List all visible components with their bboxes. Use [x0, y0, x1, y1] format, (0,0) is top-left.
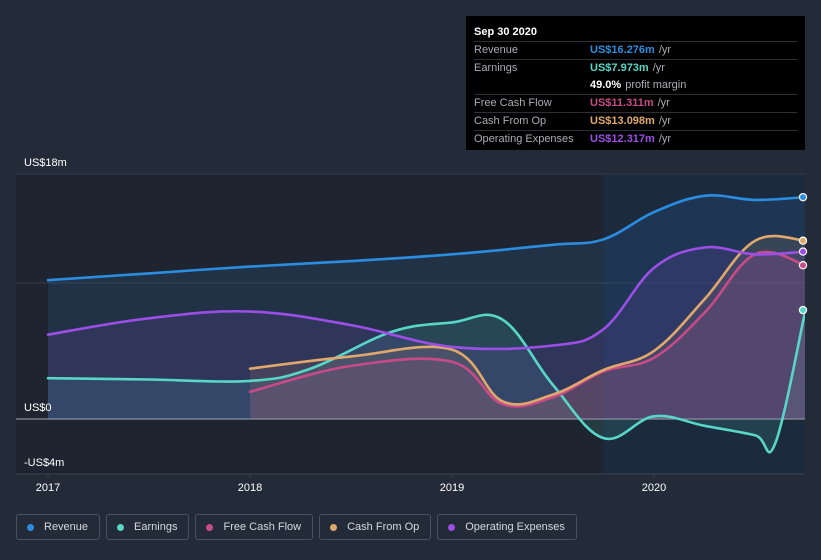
revenue-endpoint[interactable] [798, 192, 808, 202]
legend: Revenue Earnings Free Cash Flow Cash Fro… [16, 514, 577, 542]
tooltip-label [474, 77, 590, 94]
tooltip-unit: /yr [657, 97, 670, 109]
tooltip-row-earnings: Earnings US$7.973m /yr [474, 59, 797, 77]
earnings-dot-icon [117, 523, 125, 531]
legend-item-cash-from-op[interactable]: Cash From Op [319, 514, 432, 540]
free-cash-flow-area [250, 252, 805, 419]
revenue-area [48, 195, 805, 419]
tooltip-value: US$16.276m [590, 44, 655, 56]
tooltip-label: Operating Expenses [474, 133, 574, 145]
x-tick-label: 2018 [238, 482, 262, 494]
free-cash-flow-line [248, 250, 805, 408]
legend-item-revenue[interactable]: Revenue [16, 514, 101, 540]
cash-from-op-line [248, 234, 805, 406]
legend-label: Free Cash Flow [223, 521, 302, 533]
tooltip-unit: /yr [658, 44, 672, 56]
y-tick-label: -US$4m [24, 457, 64, 469]
x-tick-label: 2017 [36, 482, 60, 494]
y-tick-label: US$18m [24, 157, 67, 169]
operating-expenses-dot-icon [448, 523, 456, 531]
tooltip-label: Cash From Op [474, 115, 547, 127]
series-lines [46, 194, 805, 454]
tooltip-label: Earnings [474, 62, 518, 74]
tooltip-row-cash-from-op: Cash From Op US$13.098m /yr [474, 112, 797, 130]
legend-item-earnings[interactable]: Earnings [106, 514, 190, 540]
tooltip-value: 49.0% [590, 79, 622, 91]
series-endpoints [798, 192, 808, 315]
tooltip-unit: /yr [658, 115, 672, 127]
series-areas [48, 195, 805, 453]
free-cash-flow-dot-icon [206, 523, 214, 531]
tooltip-row-revenue: Revenue US$16.276m /yr [474, 41, 797, 59]
tooltip-value: US$12.317m [590, 133, 655, 145]
y-tick-label: US$0 [24, 402, 52, 414]
legend-label: Revenue [44, 521, 89, 533]
revenue-line [46, 194, 805, 282]
earnings-endpoint[interactable] [798, 305, 808, 315]
tooltip-row-free-cash-flow: Free Cash Flow US$11.311m /yr [474, 94, 797, 112]
operating-expenses-line [46, 245, 805, 351]
tooltip-date: Sep 30 2020 [474, 26, 537, 38]
revenue-dot-icon [27, 523, 34, 531]
tooltip-unit: profit margin [625, 79, 687, 91]
tooltip-row-profit-margin: 49.0% profit margin [474, 77, 797, 94]
earnings-area [48, 312, 805, 453]
free-cash-flow-endpoint[interactable] [798, 260, 808, 270]
cash-from-op-area [250, 236, 805, 419]
x-axis-labels: 2017 2018 2019 2020 [36, 474, 666, 494]
legend-item-operating-expenses[interactable]: Operating Expenses [437, 514, 577, 540]
earnings-line [46, 308, 805, 454]
cash-from-op-endpoint[interactable] [798, 236, 808, 245]
tooltip-label: Free Cash Flow [474, 97, 552, 109]
x-tick-label: 2020 [642, 482, 666, 494]
legend-label: Earnings [134, 521, 178, 533]
tooltip-label: Revenue [474, 44, 519, 56]
tooltip-value: US$7.973m [590, 62, 649, 74]
legend-label: Operating Expenses [465, 521, 565, 533]
y-axis-labels: US$18m US$0 -US$4m [24, 157, 67, 469]
tooltip: Sep 30 2020 Revenue US$16.276m /yr Earni… [466, 16, 805, 150]
tooltip-unit: /yr [652, 62, 665, 74]
tooltip-row-operating-expenses: Operating Expenses US$12.317m /yr [474, 130, 797, 148]
cash-from-op-dot-icon [330, 523, 338, 531]
x-tick-label: 2019 [440, 482, 464, 494]
legend-label: Cash From Op [347, 521, 420, 533]
operating-expenses-area [48, 247, 805, 419]
tooltip-value: US$13.098m [590, 115, 655, 127]
gridlines [16, 173, 805, 475]
tooltip-unit: /yr [658, 133, 672, 145]
operating-expenses-endpoint[interactable] [798, 247, 808, 256]
legend-item-free-cash-flow[interactable]: Free Cash Flow [195, 514, 314, 540]
tooltip-value: US$11.311m [590, 97, 654, 109]
